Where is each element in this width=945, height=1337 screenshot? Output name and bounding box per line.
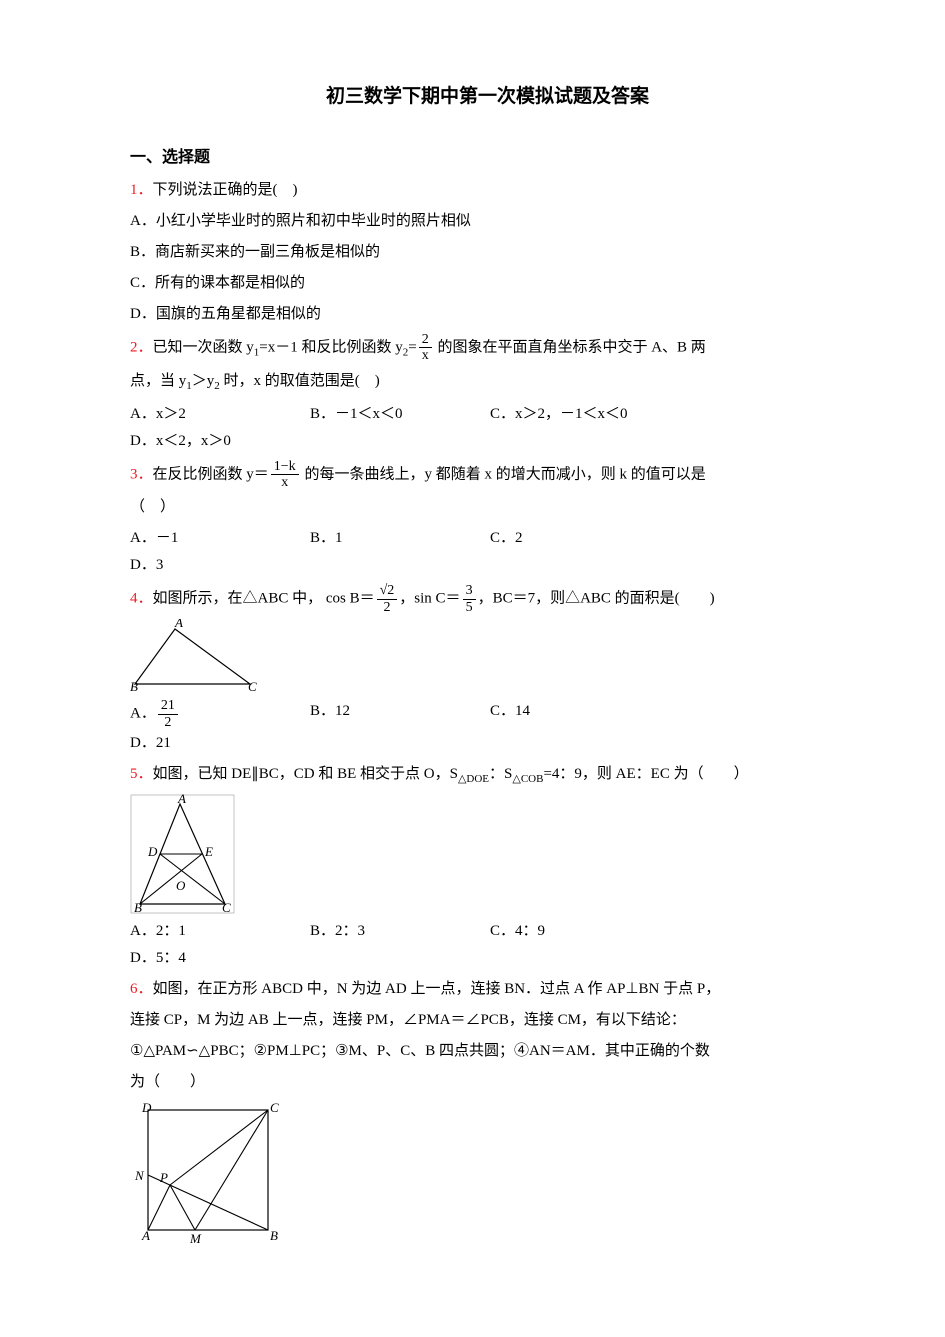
q3-option-d: D．3 xyxy=(130,552,300,579)
q4-option-c: C．14 xyxy=(490,698,660,730)
svg-text:D: D xyxy=(141,1100,152,1115)
svg-text:C: C xyxy=(270,1100,279,1115)
svg-text:B: B xyxy=(270,1228,278,1243)
page-title: 初三数学下期中第一次模拟试题及答案 xyxy=(130,80,845,114)
svg-text:O: O xyxy=(176,878,186,893)
question-6: 6．如图，在正方形 ABCD 中，N 为边 AD 上一点，连接 BN．过点 A … xyxy=(130,976,845,1003)
q5-option-c: C．4：9 xyxy=(490,918,660,945)
question-4: 4．如图所示，在△ABC 中， cos B＝√22，sin C＝35，BC＝7，… xyxy=(130,583,845,615)
question-3: 3．在反比例函数 y＝1−kx 的每一条曲线上，y 都随着 x 的增大而减小，则… xyxy=(130,459,845,491)
question-2-cont: 点，当 y1＞y2 时，x 的取值范围是( ) xyxy=(130,368,845,397)
svg-text:D: D xyxy=(147,844,158,859)
q3-option-b: B．1 xyxy=(310,525,480,552)
section-heading: 一、选择题 xyxy=(130,144,845,173)
q3-option-c: C．2 xyxy=(490,525,660,552)
svg-text:P: P xyxy=(159,1170,168,1185)
q2-option-d: D．x＜2，x＞0 xyxy=(130,428,300,455)
q4-triangle-figure: A B C xyxy=(130,619,260,694)
q5-option-d: D．5：4 xyxy=(130,945,300,972)
q5-options: A．2：1 B．2：3 C．4：9 D．5：4 xyxy=(130,918,845,972)
q2-option-a: A．x＞2 xyxy=(130,401,300,428)
q4-option-d: D．21 xyxy=(130,730,300,757)
qnum: 3． xyxy=(130,466,153,482)
question-2: 2．已知一次函数 y1=x－1 和反比例函数 y2=2x 的图象在平面直角坐标系… xyxy=(130,332,845,364)
q3-option-a: A．－1 xyxy=(130,525,300,552)
qnum: 1． xyxy=(130,182,153,198)
svg-text:B: B xyxy=(134,900,142,914)
q5-triangle-figure: A D E O B C xyxy=(130,794,235,914)
q1-option-a: A．小红小学毕业时的照片和初中毕业时的照片相似 xyxy=(130,208,845,235)
q3-options: A．－1 B．1 C．2 D．3 xyxy=(130,525,845,579)
q1-option-d: D．国旗的五角星都是相似的 xyxy=(130,301,845,328)
qnum: 4． xyxy=(130,591,153,607)
q2-options: A．x＞2 B．－1＜x＜0 C．x＞2，－1＜x＜0 D．x＜2，x＞0 xyxy=(130,401,845,455)
svg-text:E: E xyxy=(204,844,213,859)
svg-text:N: N xyxy=(134,1168,145,1183)
stem: 下列说法正确的是( ) xyxy=(153,182,298,198)
qnum: 5． xyxy=(130,766,153,782)
svg-text:M: M xyxy=(189,1231,202,1246)
q2-option-b: B．－1＜x＜0 xyxy=(310,401,480,428)
q5-option-b: B．2：3 xyxy=(310,918,480,945)
svg-text:C: C xyxy=(248,679,257,694)
svg-text:A: A xyxy=(141,1228,150,1243)
q4-option-b: B．12 xyxy=(310,698,480,730)
svg-text:A: A xyxy=(174,619,183,630)
svg-text:C: C xyxy=(222,900,231,914)
q4-option-a: A．212 xyxy=(130,698,300,730)
qnum: 2． xyxy=(130,339,153,355)
q1-option-c: C．所有的课本都是相似的 xyxy=(130,270,845,297)
q1-option-b: B．商店新买来的一副三角板是相似的 xyxy=(130,239,845,266)
question-5: 5．如图，已知 DE∥BC，CD 和 BE 相交于点 O，S△DOE：S△COB… xyxy=(130,761,845,790)
question-1: 1．下列说法正确的是( ) xyxy=(130,177,845,204)
svg-text:A: A xyxy=(177,794,186,806)
qnum: 6． xyxy=(130,981,153,997)
svg-text:B: B xyxy=(130,679,138,694)
q6-square-figure: D C A B N P M xyxy=(130,1100,285,1250)
q5-option-a: A．2：1 xyxy=(130,918,300,945)
q4-options: A．212 B．12 C．14 D．21 xyxy=(130,698,845,757)
q2-option-c: C．x＞2，－1＜x＜0 xyxy=(490,401,690,428)
